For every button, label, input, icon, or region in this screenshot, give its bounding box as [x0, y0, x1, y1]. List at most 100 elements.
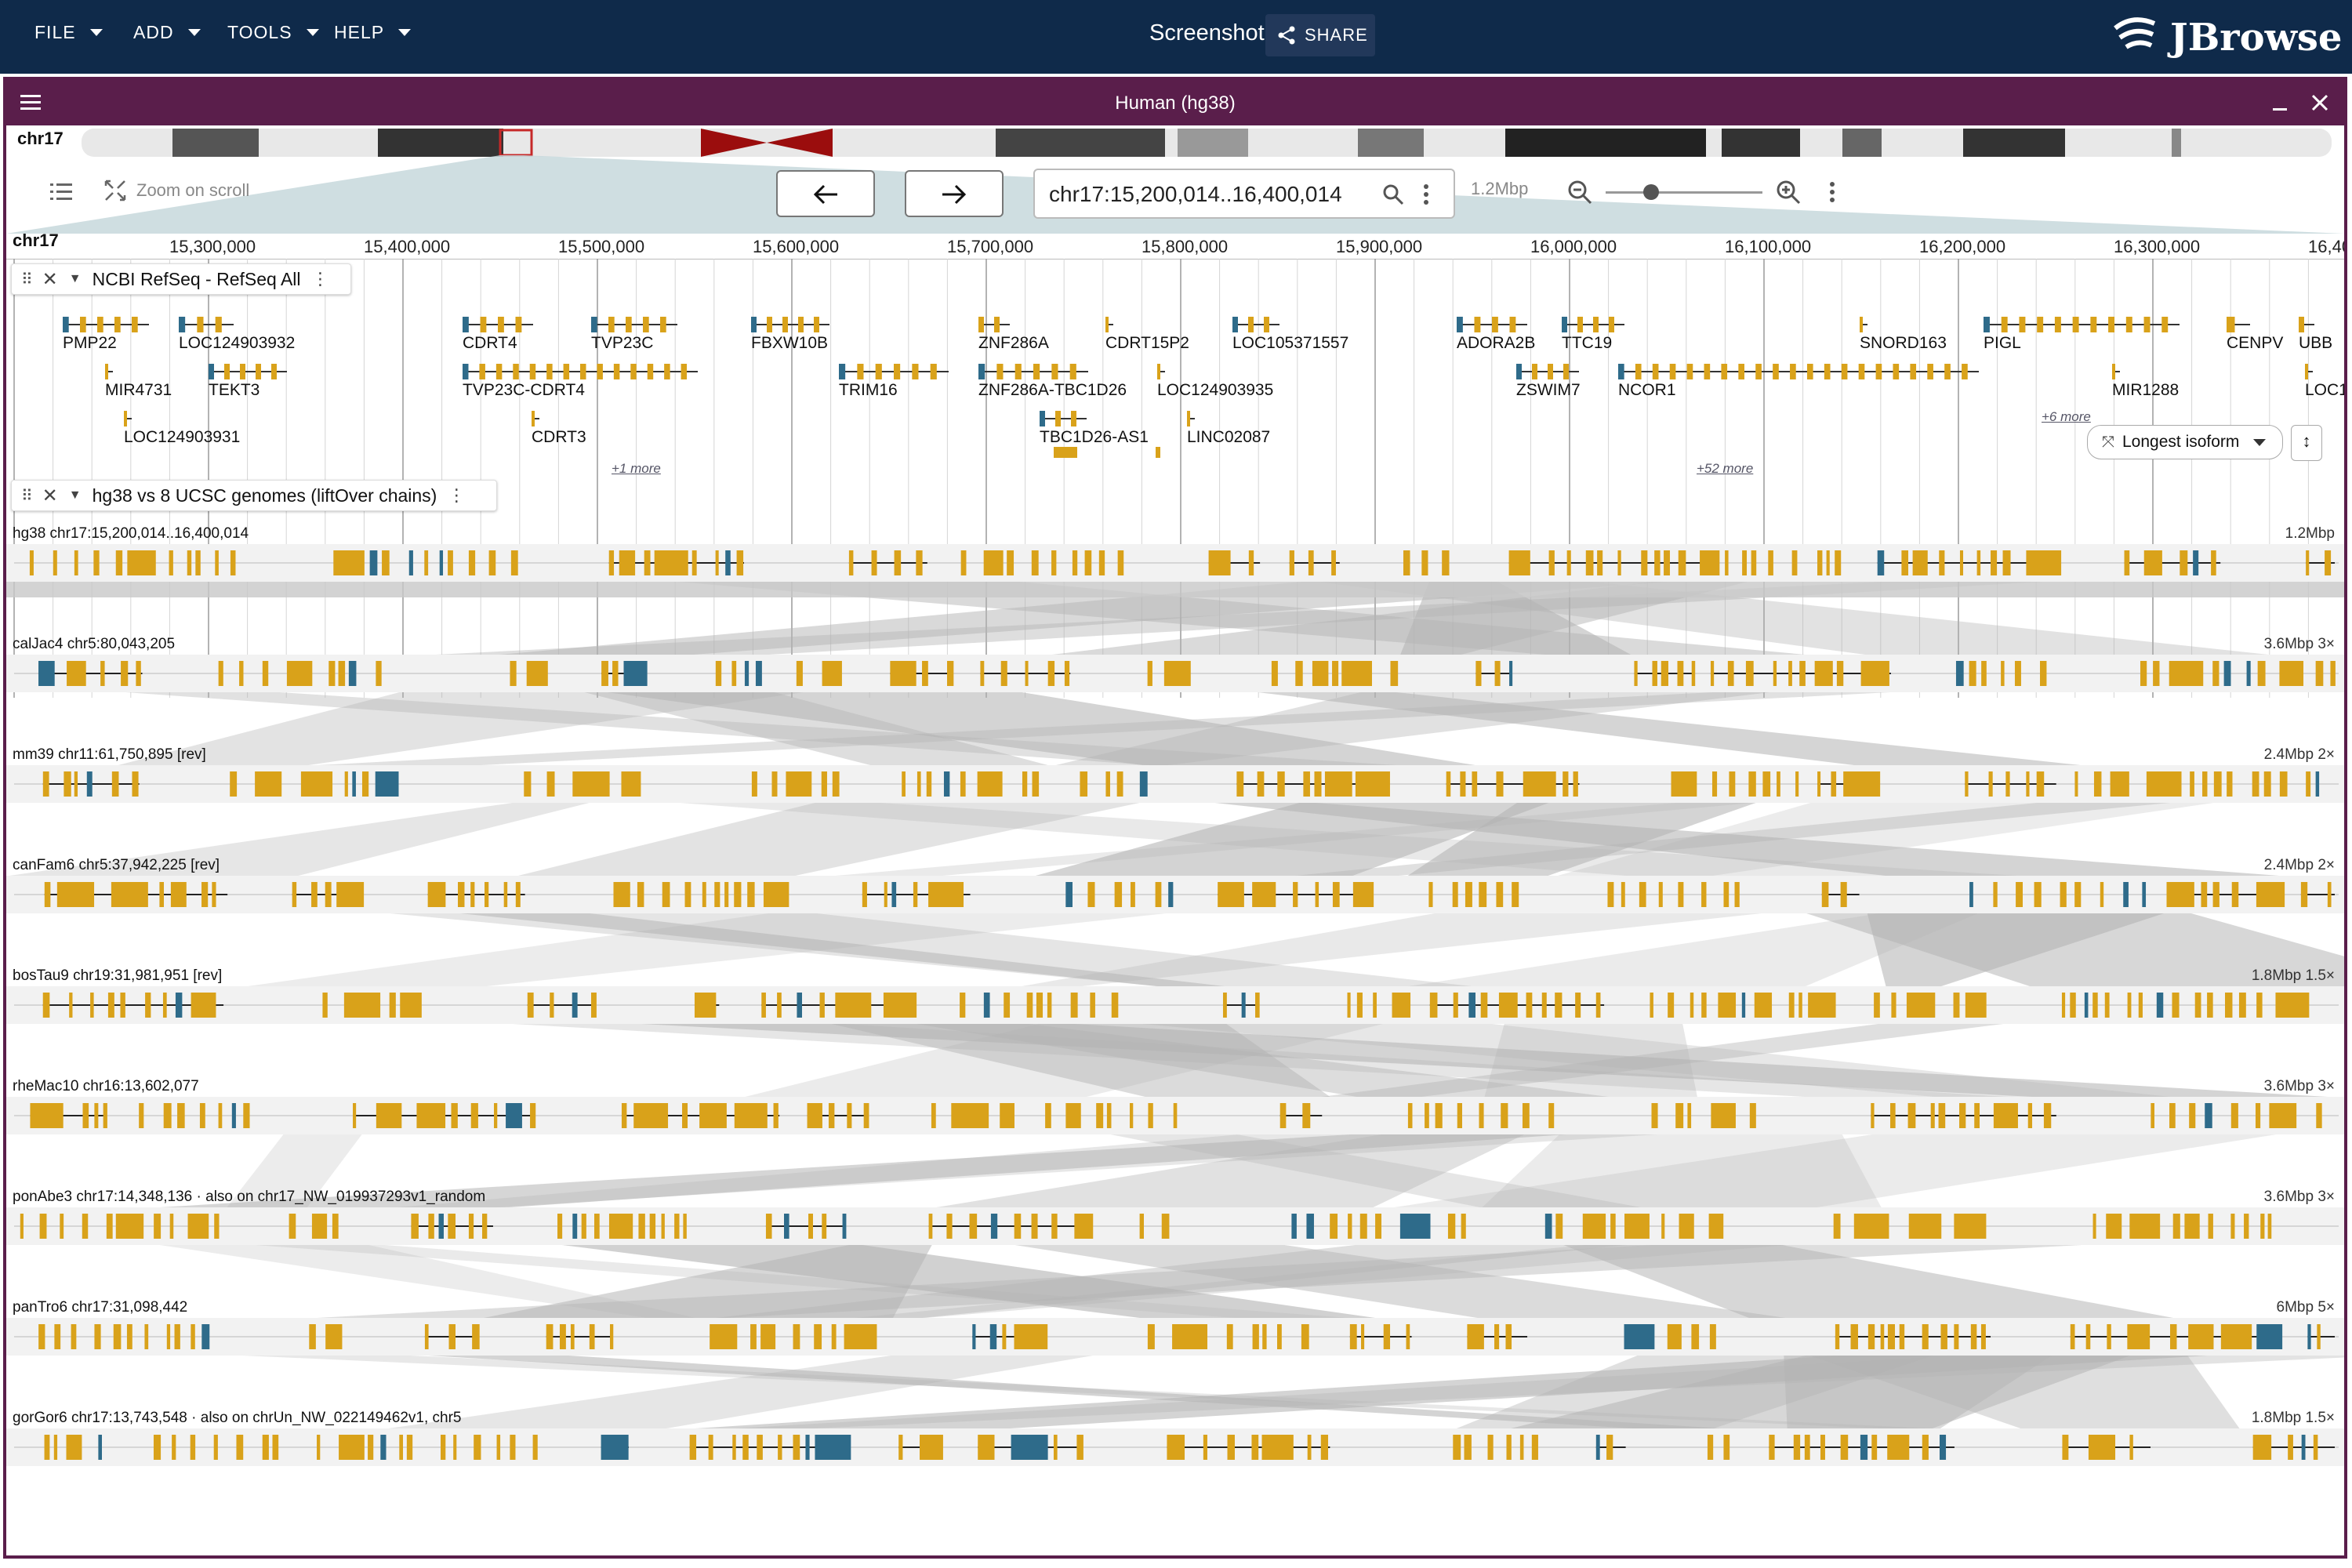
refseq-gene-features[interactable]: [6, 307, 2344, 472]
synteny-link[interactable]: [641, 1024, 2328, 1097]
gene-feature[interactable]: [1105, 317, 1113, 332]
gene-feature[interactable]: [591, 317, 677, 332]
gene-label[interactable]: SNORD163: [1860, 334, 1947, 352]
synteny-link[interactable]: [1407, 803, 1756, 876]
gene-label[interactable]: NCOR1: [1618, 381, 1676, 399]
track-selector-icon[interactable]: [49, 180, 74, 204]
synteny-link[interactable]: [1022, 913, 1762, 986]
synteny-link[interactable]: [1051, 582, 1748, 655]
zoom-on-scroll-toggle[interactable]: Zoom on scroll: [136, 180, 250, 200]
synteny-link[interactable]: [1557, 803, 2214, 876]
synteny-link[interactable]: [916, 1024, 1609, 1097]
chromosome-ideogram[interactable]: [82, 127, 2332, 158]
synteny-link[interactable]: [1258, 692, 2081, 765]
synteny-link[interactable]: [512, 1024, 2008, 1097]
gene-feature[interactable]: [63, 317, 149, 332]
collapse-track-icon[interactable]: ▼: [68, 272, 82, 285]
gene-feature[interactable]: [105, 364, 113, 379]
gene-label[interactable]: LOC105371557: [1232, 334, 1349, 352]
synteny-link[interactable]: [1400, 582, 1632, 655]
synteny-link[interactable]: [247, 913, 1167, 986]
gene-label[interactable]: MIR4731: [105, 381, 172, 399]
synteny-link[interactable]: [227, 1134, 362, 1207]
genome-row-features[interactable]: [14, 882, 2339, 907]
synteny-link[interactable]: [125, 692, 1396, 765]
gene-feature[interactable]: [2112, 364, 2120, 379]
genome-row-label[interactable]: rheMac10 chr16:13,602,077: [13, 1078, 199, 1094]
genome-row-label[interactable]: ponAbe3 chr17:14,348,136 · also on chr17…: [13, 1189, 486, 1205]
gene-label[interactable]: PIGL: [1984, 334, 2021, 352]
synteny-link[interactable]: [1014, 1245, 1786, 1318]
zoom-slider[interactable]: [1602, 182, 1767, 202]
gene-feature[interactable]: [2299, 317, 2314, 332]
gene-feature[interactable]: [1457, 317, 1527, 332]
synteny-link[interactable]: [428, 1356, 1722, 1428]
genome-row-label[interactable]: panTro6 chr17:31,098,442: [13, 1299, 188, 1316]
gene-label[interactable]: ZNF286A: [978, 334, 1049, 352]
gene-feature[interactable]: [839, 364, 949, 379]
gene-feature[interactable]: [463, 317, 533, 332]
gene-feature[interactable]: [751, 317, 829, 332]
genome-row-features[interactable]: [14, 1103, 2339, 1128]
synteny-link[interactable]: [1806, 913, 2344, 986]
synteny-link[interactable]: [1511, 1356, 2131, 1428]
synteny-link[interactable]: [607, 692, 1475, 765]
synteny-link[interactable]: [1214, 803, 2280, 876]
gene-feature[interactable]: [2305, 364, 2313, 379]
close-track-icon[interactable]: ✕: [42, 485, 58, 506]
track-menu-icon[interactable]: ⋮: [311, 269, 329, 289]
more-features-link[interactable]: +52 more: [1697, 461, 1754, 476]
gene-label[interactable]: LOC1: [2305, 381, 2347, 399]
gene-label[interactable]: CDRT3: [532, 428, 586, 446]
menu-add[interactable]: ADD: [133, 22, 201, 43]
zoom-on-scroll-icon[interactable]: [103, 179, 127, 202]
menu-file[interactable]: FILE: [34, 22, 103, 43]
more-features-link[interactable]: +1 more: [612, 461, 661, 476]
synteny-link[interactable]: [1142, 1024, 2171, 1097]
gene-feature[interactable]: [209, 364, 287, 379]
gene-feature[interactable]: [978, 317, 1010, 332]
gene-feature[interactable]: [1516, 364, 1579, 379]
gene-label[interactable]: PMP22: [63, 334, 117, 352]
gene-feature[interactable]: [1156, 447, 1160, 458]
gene-label[interactable]: CDRT4: [463, 334, 517, 352]
gene-feature[interactable]: [1618, 364, 1979, 379]
synteny-link[interactable]: [242, 1356, 1932, 1428]
synteny-link[interactable]: [397, 1134, 1657, 1207]
scroll-right-button[interactable]: [905, 170, 1004, 217]
menu-tools[interactable]: TOOLS: [227, 22, 319, 43]
synteny-link[interactable]: [9, 803, 590, 876]
gene-feature[interactable]: [532, 411, 539, 426]
synteny-link[interactable]: [745, 1024, 1384, 1097]
synteny-link[interactable]: [1482, 1134, 1882, 1207]
synteny-link[interactable]: [1408, 913, 1978, 986]
gene-label[interactable]: MIR1288: [2112, 381, 2180, 399]
synteny-link[interactable]: [460, 913, 1225, 986]
genome-row-label[interactable]: mm39 chr11:61,750,895 [rev]: [13, 746, 206, 763]
gene-label[interactable]: TVP23C: [591, 334, 654, 352]
synteny-link[interactable]: [695, 1356, 2209, 1428]
gene-feature[interactable]: [463, 364, 698, 379]
genome-row-label[interactable]: canFam6 chr5:37,942,225 [rev]: [13, 857, 220, 873]
hamburger-menu-icon[interactable]: [19, 93, 42, 113]
gene-feature[interactable]: [124, 411, 132, 426]
gene-label[interactable]: ZSWIM7: [1516, 381, 1581, 399]
drag-handle-icon[interactable]: ⠿: [21, 270, 33, 289]
synteny-link[interactable]: [1318, 582, 2269, 655]
synteny-link[interactable]: [388, 1356, 1093, 1428]
synteny-link[interactable]: [584, 692, 1048, 765]
gene-label[interactable]: LOC124903931: [124, 428, 241, 446]
gene-label[interactable]: LOC124903932: [179, 334, 296, 352]
gene-feature[interactable]: [2227, 317, 2250, 332]
search-icon[interactable]: [1381, 183, 1405, 206]
synteny-link[interactable]: [499, 582, 1670, 655]
track-menu-icon[interactable]: ⋮: [448, 485, 466, 505]
menu-help[interactable]: HELP: [334, 22, 412, 43]
genome-row-features[interactable]: [14, 771, 2339, 797]
gene-feature[interactable]: [1984, 317, 2180, 332]
collapse-track-icon[interactable]: ▼: [68, 488, 82, 502]
gene-feature[interactable]: [1040, 411, 1087, 426]
gene-feature[interactable]: [1157, 364, 1165, 379]
genome-row-features[interactable]: [14, 661, 2339, 686]
gene-feature[interactable]: [978, 364, 1088, 379]
